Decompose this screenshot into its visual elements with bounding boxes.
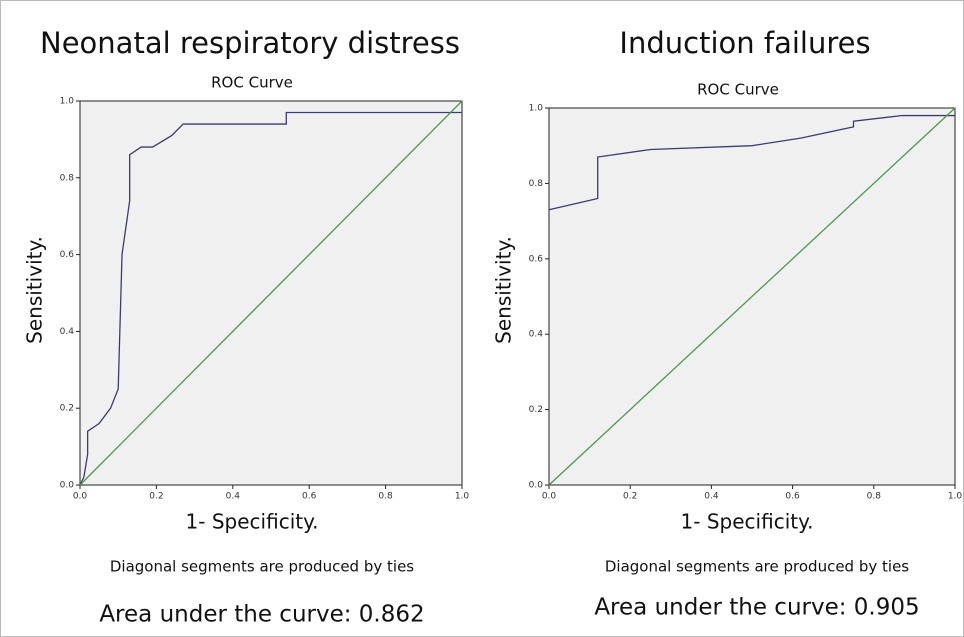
x-axis-label: 1- Specificity. [186, 510, 319, 534]
y-tick-label: 0.8 [60, 173, 75, 183]
y-tick-label: 0.0 [529, 481, 544, 491]
chart-title: Neonatal respiratory distress [40, 26, 460, 60]
note: Diagonal segments are produced by ties [605, 558, 909, 576]
auc-note: Area under the curve: 0.862 [99, 602, 424, 628]
x-tick-label: 1.0 [455, 492, 470, 502]
y-tick-label: 0.6 [529, 254, 544, 264]
x-tick-label: 0.0 [73, 492, 88, 502]
y-tick-label: 0.2 [529, 405, 543, 415]
x-tick-label: 0.8 [378, 492, 393, 502]
x-tick-label: 0.8 [867, 492, 882, 502]
x-axis-label: 1- Specificity. [681, 510, 814, 534]
y-tick-label: 0.4 [529, 330, 544, 340]
y-tick-label: 0.0 [60, 481, 75, 491]
x-tick-label: 0.6 [785, 492, 800, 502]
x-tick-label: 0.2 [149, 492, 163, 502]
y-tick-label: 0.8 [529, 179, 544, 189]
chart-subtitle: ROC Curve [211, 74, 293, 92]
y-tick-label: 1.0 [529, 104, 544, 114]
y-axis-label: Sensitivity. [492, 236, 516, 344]
chart-subtitle: ROC Curve [697, 81, 779, 99]
x-tick-label: 1.0 [948, 492, 963, 502]
x-tick-label: 0.2 [623, 492, 637, 502]
y-tick-label: 0.6 [60, 250, 75, 260]
x-tick-label: 0.4 [704, 492, 719, 502]
roc-line [548, 114, 955, 211]
y-tick-label: 1.0 [60, 97, 75, 107]
y-axis-label: Sensitivity. [23, 236, 47, 344]
x-tick-label: 0.0 [542, 492, 557, 502]
x-tick-label: 0.4 [226, 492, 241, 502]
roc-line [79, 100, 463, 486]
x-tick-label: 0.6 [302, 492, 317, 502]
y-tick-label: 0.4 [60, 327, 75, 337]
roc-line [548, 107, 956, 486]
note: Diagonal segments are produced by ties [110, 558, 414, 576]
y-tick-label: 0.2 [60, 404, 74, 414]
chart-title: Induction failures [619, 26, 870, 60]
roc-line [79, 111, 462, 486]
auc-note: Area under the curve: 0.905 [594, 595, 919, 621]
